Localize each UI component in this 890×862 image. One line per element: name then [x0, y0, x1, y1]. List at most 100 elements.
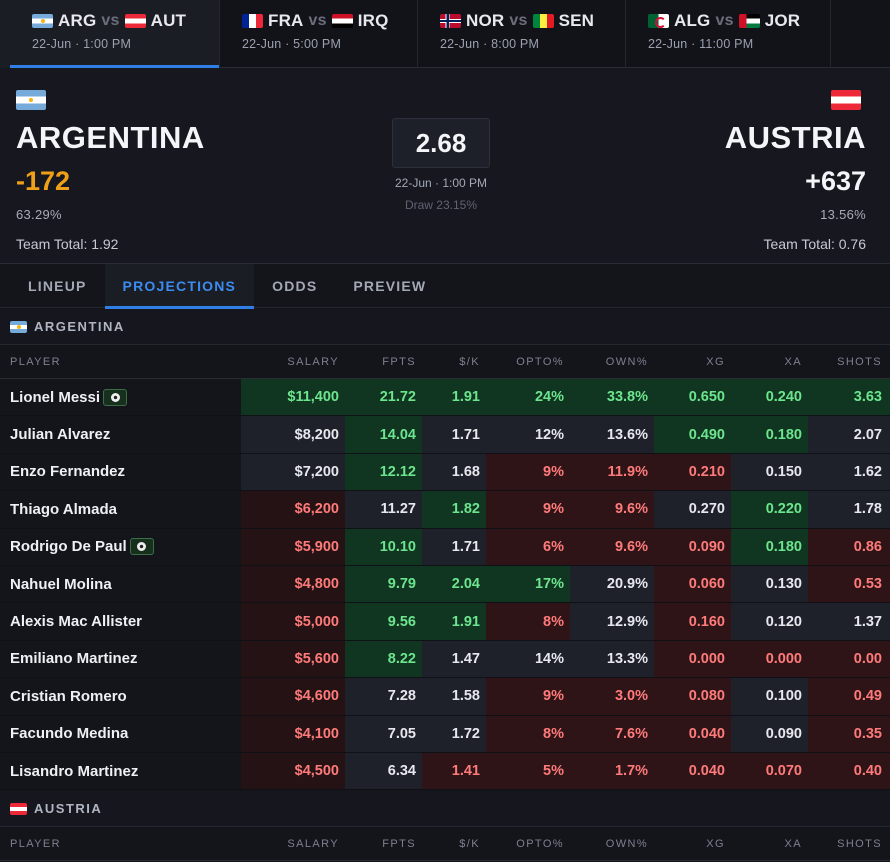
- player-cell: Lisandro Martinez: [0, 752, 241, 790]
- match-teams: NOR vs SEN: [440, 10, 625, 32]
- cell-xg: 0.160: [654, 603, 731, 640]
- match-card-nor-sen[interactable]: NOR vs SEN 22-Jun · 8:00 PM: [418, 0, 626, 68]
- table-row[interactable]: Alexis Mac Allister $5,000 9.56 1.91 8% 12.9%…: [0, 603, 890, 641]
- match-card-fra-irq[interactable]: FRA vs IRQ 22-Jun · 5:00 PM: [220, 0, 418, 68]
- player-name[interactable]: Facundo Medina: [10, 725, 129, 743]
- player-name[interactable]: Rodrigo De Paul: [10, 538, 127, 556]
- column-header-xa[interactable]: XA: [784, 355, 802, 368]
- soccer-ball-icon: [129, 538, 154, 556]
- cell-shots: 2.07: [808, 416, 890, 453]
- table-row[interactable]: Lionel Messi $11,400 21.72 1.91 24% 33.8% 0.65…: [0, 379, 890, 417]
- cell-shots: 0.49: [808, 678, 890, 715]
- cell-own: 13.3%: [570, 640, 654, 678]
- cell-opto: 17%: [486, 565, 570, 603]
- home-abbr: FRA: [268, 11, 304, 30]
- player-name[interactable]: Lisandro Martinez: [10, 762, 139, 780]
- home-abbr: NOR: [466, 11, 505, 30]
- table-row[interactable]: Emiliano Martinez $5,600 8.22 1.47 14% 13.3% 0…: [0, 640, 890, 679]
- cell-own: 13.6%: [570, 416, 654, 453]
- home-win-pct: 63.29%: [16, 207, 62, 222]
- cell-salary: $4,500: [241, 752, 345, 790]
- player-cell: Cristian Romero: [0, 678, 241, 715]
- away-abbr: JOR: [764, 11, 801, 30]
- cell-fpts: 12.12: [345, 453, 422, 491]
- table-row[interactable]: Cristian Romero $4,600 7.28 1.58 9% 3.0% 0.080…: [0, 678, 890, 716]
- away-abbr: IRQ: [357, 11, 389, 30]
- match-card-alg-jor[interactable]: ALG vs JOR 22-Jun · 11:00 PM: [626, 0, 831, 68]
- tab-preview[interactable]: PREVIEW: [353, 278, 427, 294]
- cell-shots: 3.63: [808, 379, 890, 416]
- cell-per-k: 1.82: [422, 491, 486, 528]
- player-name[interactable]: Thiago Almada: [10, 500, 117, 518]
- cell-fpts: 8.22: [345, 640, 422, 678]
- column-header-player[interactable]: PLAYER: [10, 837, 61, 850]
- column-header-opto[interactable]: OPTO%: [516, 355, 564, 368]
- column-header-player[interactable]: PLAYER: [10, 355, 61, 368]
- cell-per-k: 1.91: [422, 603, 486, 640]
- table-row[interactable]: Nahuel Molina $4,800 9.79 2.04 17% 20.9% 0.060…: [0, 565, 890, 604]
- column-header-xg[interactable]: XG: [706, 837, 725, 850]
- column-header-salary[interactable]: SALARY: [287, 837, 339, 850]
- match-teams: ALG vs JOR: [648, 10, 830, 32]
- cell-xa: 0.240: [731, 379, 808, 416]
- austria-flag-icon: [10, 802, 27, 815]
- column-header-opto[interactable]: OPTO%: [516, 837, 564, 850]
- arg-flag-icon: [32, 14, 53, 28]
- cell-salary: $7,200: [241, 453, 345, 491]
- player-name[interactable]: Nahuel Molina: [10, 575, 112, 593]
- cell-xa: 0.000: [731, 640, 808, 678]
- table-row[interactable]: Thiago Almada $6,200 11.27 1.82 9% 9.6% 0.270 0…: [0, 491, 890, 529]
- player-name[interactable]: Enzo Fernandez: [10, 463, 126, 481]
- cell-opto: 6%: [486, 528, 570, 565]
- column-header-per-k[interactable]: $/K: [459, 355, 480, 368]
- cell-per-k: 2.04: [422, 565, 486, 603]
- cell-xg: 0.210: [654, 453, 731, 491]
- tab-projections[interactable]: PROJECTIONS: [104, 264, 255, 309]
- player-name[interactable]: Lionel Messi: [10, 388, 101, 406]
- argentina-flag-icon: [10, 320, 27, 333]
- table-row[interactable]: Julian Alvarez $8,200 14.04 1.71 12% 13.6% 0.4…: [0, 416, 890, 454]
- table-row[interactable]: Lisandro Martinez $4,500 6.34 1.41 5% 1.7% 0.0…: [0, 752, 890, 791]
- argentina-flag-icon: [16, 90, 46, 110]
- tab-odds[interactable]: ODDS: [272, 278, 318, 294]
- column-header-xg[interactable]: XG: [706, 355, 725, 368]
- vs-label: vs: [308, 12, 327, 29]
- column-header-xa[interactable]: XA: [784, 837, 802, 850]
- table-row[interactable]: Rodrigo De Paul $5,900 10.10 1.71 6% 9.6% 0.09…: [0, 528, 890, 566]
- cell-fpts: 10.10: [345, 528, 422, 565]
- column-header-own[interactable]: OWN%: [605, 837, 648, 850]
- away-abbr: SEN: [558, 11, 595, 30]
- match-card-arg-aut[interactable]: ARG vs AUT 22-Jun · 1:00 PM: [0, 0, 220, 68]
- match-teams: ARG vs AUT: [32, 10, 219, 32]
- column-header-salary[interactable]: SALARY: [287, 355, 339, 368]
- match-center: 2.68 22-Jun · 1:00 PM Draw 23.15%: [392, 118, 490, 212]
- column-header-own[interactable]: OWN%: [605, 355, 648, 368]
- home-abbr: ARG: [58, 11, 97, 30]
- column-header-per-k[interactable]: $/K: [459, 837, 480, 850]
- table-row[interactable]: Enzo Fernandez $7,200 12.12 1.68 9% 11.9% 0.21…: [0, 453, 890, 492]
- away-team-panel: AUSTRIA +637 13.56% Team Total: 0.76: [725, 90, 866, 252]
- tab-lineup[interactable]: LINEUP: [28, 278, 87, 294]
- cell-own: 33.8%: [570, 379, 654, 416]
- column-header-shots[interactable]: SHOTS: [837, 837, 882, 850]
- player-name[interactable]: Cristian Romero: [10, 687, 127, 705]
- cell-salary: $4,100: [241, 715, 345, 752]
- cell-shots: 1.62: [808, 453, 890, 491]
- cell-fpts: 9.56: [345, 603, 422, 640]
- cell-opto: 9%: [486, 678, 570, 715]
- column-header-shots[interactable]: SHOTS: [837, 355, 882, 368]
- player-name[interactable]: Alexis Mac Allister: [10, 613, 143, 631]
- player-name[interactable]: Julian Alvarez: [10, 426, 111, 444]
- fra-flag-icon: [242, 14, 263, 28]
- player-name[interactable]: Emiliano Martinez: [10, 650, 138, 668]
- cell-xa: 0.070: [731, 752, 808, 790]
- vs-label: vs: [101, 12, 120, 29]
- player-cell: Nahuel Molina: [0, 565, 241, 603]
- cell-salary: $5,600: [241, 640, 345, 678]
- column-header-fpts[interactable]: FPTS: [382, 355, 416, 368]
- column-header-fpts[interactable]: FPTS: [382, 837, 416, 850]
- table-row[interactable]: Facundo Medina $4,100 7.05 1.72 8% 7.6% 0.040 0…: [0, 715, 890, 753]
- cell-opto: 9%: [486, 453, 570, 491]
- player-cell: Rodrigo De Paul: [0, 528, 241, 565]
- cell-xg: 0.000: [654, 640, 731, 678]
